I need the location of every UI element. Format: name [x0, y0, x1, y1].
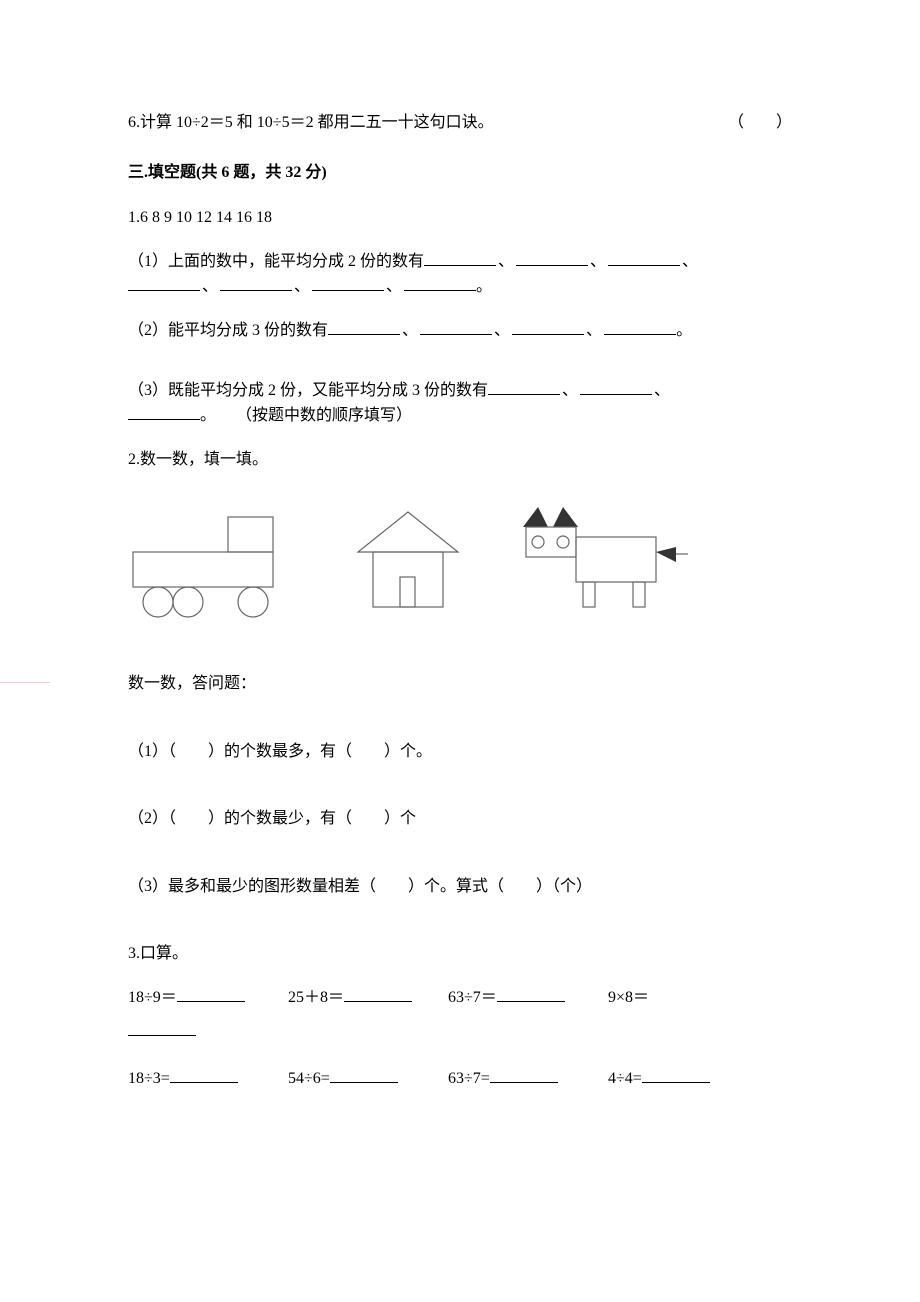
dun: 、: [562, 382, 578, 399]
dun: 、: [294, 278, 310, 295]
dun: 、: [202, 278, 218, 295]
calc-item: 18÷3=: [128, 1066, 288, 1092]
q1-sub2-text: （2）能平均分成 3 份的数有: [128, 322, 328, 339]
dun: 、: [590, 253, 606, 270]
blank: [420, 319, 492, 335]
q1-sub2: （2）能平均分成 3 份的数有 、 、 、 。: [128, 318, 792, 344]
blank: [516, 250, 588, 266]
q1-sub3: （3）既能平均分成 2 份，又能平均分成 3 份的数有 、 、 。 （按题中数的顺序填…: [128, 378, 792, 429]
truck-figure: [133, 517, 273, 617]
blank: [344, 986, 412, 1002]
blank: [404, 275, 476, 291]
blank: [497, 986, 565, 1002]
q2-figures: [128, 502, 792, 631]
dun: 、: [498, 253, 514, 270]
dun: 、: [494, 322, 510, 339]
q3-label: 3.口算。: [128, 941, 792, 967]
blank: [330, 1067, 398, 1083]
q3-row1-tail: [128, 1019, 792, 1045]
calc-item: 25＋8＝: [288, 985, 448, 1011]
q1-numbers: 1.6 8 9 10 12 14 16 18: [128, 205, 792, 231]
q2-sub1: （1）（ ）的个数最多，有（ ）个。: [128, 739, 792, 765]
expr: 25＋8＝: [288, 985, 344, 1011]
shapes-svg: [128, 502, 728, 622]
q1-prefix: 1.: [128, 209, 140, 226]
blank: [580, 379, 652, 395]
blank: [490, 1067, 558, 1083]
blank: [424, 250, 496, 266]
judgement-q6: 6.计算 10÷2＝5 和 10÷5＝2 都用二五一十这句口诀。 （ ）: [128, 110, 792, 136]
period: 。: [676, 322, 692, 339]
expr: 4÷4=: [608, 1066, 642, 1092]
blank: [512, 319, 584, 335]
page-mark-line: [0, 682, 50, 683]
q6-paren: （ ）: [728, 110, 792, 136]
q2-sub3: （3）最多和最少的图形数量相差（ ）个。算式（ ）（个）: [128, 874, 792, 900]
calc-item: 4÷4=: [608, 1066, 768, 1092]
blank: [177, 986, 245, 1002]
q3-row1: 18÷9＝ 25＋8＝ 63÷7＝ 9×8＝: [128, 985, 792, 1011]
dun: 、: [654, 382, 670, 399]
calc-item: 63÷7=: [448, 1066, 608, 1092]
period: 。: [200, 407, 216, 424]
expr: 18÷9＝: [128, 985, 177, 1011]
blank: [488, 379, 560, 395]
blank: [608, 250, 680, 266]
calc-item: 54÷6=: [288, 1066, 448, 1092]
blank: [312, 275, 384, 291]
blank: [170, 1067, 238, 1083]
expr: 63÷7＝: [448, 985, 497, 1011]
expr: 9×8＝: [608, 985, 649, 1011]
section-3-title: 三.填空题(共 6 题，共 32 分): [128, 160, 792, 186]
q2-count-label: 数一数，答问题：: [128, 671, 792, 697]
calc-item: 18÷9＝: [128, 985, 288, 1011]
q1-sub3-text: （3）既能平均分成 2 份，又能平均分成 3 份的数有: [128, 382, 488, 399]
calc-item: 63÷7＝: [448, 985, 608, 1011]
q1-sub1: （1）上面的数中，能平均分成 2 份的数有、、、 、、、。: [128, 249, 792, 300]
blank: [328, 319, 400, 335]
house-figure: [358, 512, 458, 607]
dun: 、: [386, 278, 402, 295]
blank: [128, 1020, 196, 1036]
fill-q1: 1.6 8 9 10 12 14 16 18 （1）上面的数中，能平均分成 2 …: [128, 205, 792, 429]
q1-note: （按题中数的顺序填写）: [244, 407, 412, 424]
blank: [642, 1067, 710, 1083]
blank: [128, 275, 200, 291]
q1-number-list: 6 8 9 10 12 14 16 18: [140, 209, 272, 226]
cow-figure: [523, 507, 688, 607]
expr: 18÷3=: [128, 1066, 170, 1092]
blank: [604, 319, 676, 335]
fill-q3: 3.口算。 18÷9＝ 25＋8＝ 63÷7＝ 9×8＝ 18÷3= 54÷6=…: [128, 941, 792, 1091]
dun: 、: [682, 253, 698, 270]
calc-item: 9×8＝: [608, 985, 688, 1011]
q2-label: 2.数一数，填一填。: [128, 447, 792, 473]
q2-sub2: （2）（ ）的个数最少，有（ ）个: [128, 806, 792, 832]
period: 。: [476, 278, 492, 295]
q1-sub1-text: （1）上面的数中，能平均分成 2 份的数有: [128, 253, 424, 270]
expr: 54÷6=: [288, 1066, 330, 1092]
fill-q2: 2.数一数，填一填。: [128, 447, 792, 900]
blank: [128, 404, 200, 420]
q6-text: 6.计算 10÷2＝5 和 10÷5＝2 都用二五一十这句口诀。: [128, 110, 494, 136]
expr: 63÷7=: [448, 1066, 490, 1092]
blank: [220, 275, 292, 291]
dun: 、: [402, 322, 418, 339]
q3-row2: 18÷3= 54÷6= 63÷7= 4÷4=: [128, 1066, 792, 1092]
dun: 、: [586, 322, 602, 339]
